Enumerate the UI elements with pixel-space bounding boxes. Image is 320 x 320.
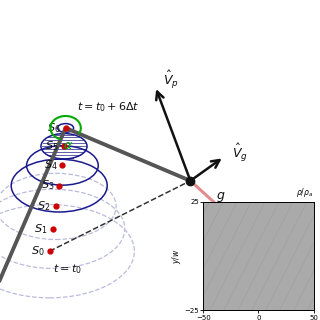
Y-axis label: $y/w$: $y/w$	[170, 248, 183, 264]
Text: $t=t_0+6\Delta t$: $t=t_0+6\Delta t$	[77, 100, 140, 114]
Text: $S_3$: $S_3$	[41, 179, 54, 193]
Text: $g$: $g$	[216, 190, 226, 204]
Text: $\hat{V}_p$: $\hat{V}_p$	[163, 69, 179, 91]
Text: $S_6$: $S_6$	[47, 121, 61, 135]
Text: $\rho/\rho_a$: $\rho/\rho_a$	[296, 186, 314, 199]
Text: $S_4$: $S_4$	[44, 158, 58, 172]
Text: $S_1$: $S_1$	[34, 222, 48, 236]
Text: $S_0$: $S_0$	[31, 244, 45, 258]
Text: $\hat{V}_g$: $\hat{V}_g$	[232, 142, 248, 164]
Text: $S_2$: $S_2$	[37, 199, 51, 213]
Text: $t=t_0$: $t=t_0$	[53, 262, 82, 276]
Text: $\alpha$: $\alpha$	[63, 139, 73, 152]
Text: $S_5$: $S_5$	[45, 139, 59, 153]
